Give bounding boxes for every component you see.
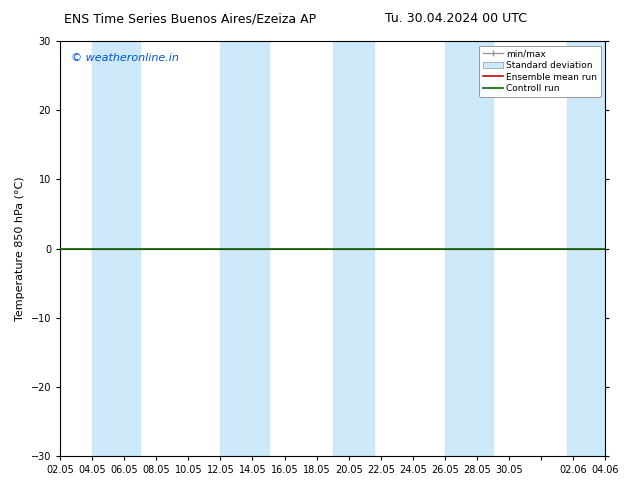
Text: © weatheronline.in: © weatheronline.in [71,53,179,64]
Text: Tu. 30.04.2024 00 UTC: Tu. 30.04.2024 00 UTC [385,12,527,25]
Bar [221,41,269,456]
Text: ENS Time Series Buenos Aires/Ezeiza AP: ENS Time Series Buenos Aires/Ezeiza AP [64,12,316,25]
Bar [445,41,493,456]
Y-axis label: Temperature 850 hPa (°C): Temperature 850 hPa (°C) [15,176,25,321]
Bar [333,41,374,456]
Bar [92,41,140,456]
Legend: min/max, Standard deviation, Ensemble mean run, Controll run: min/max, Standard deviation, Ensemble me… [479,46,601,97]
Bar [567,41,605,456]
